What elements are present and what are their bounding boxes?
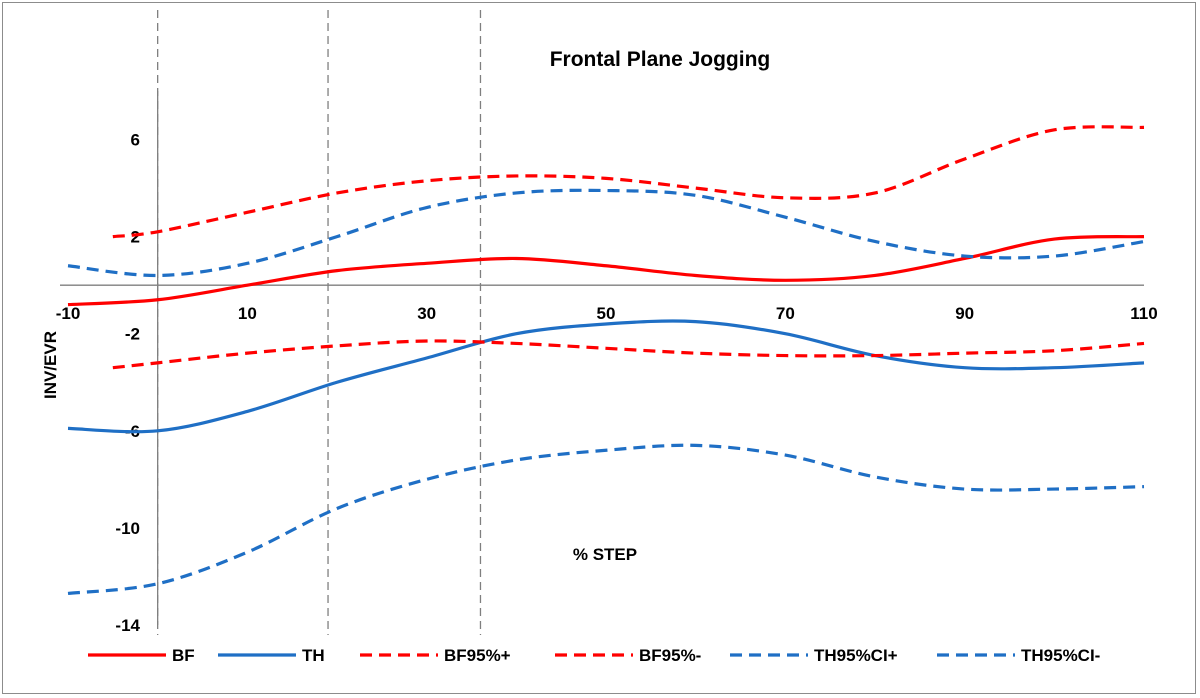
x-tick-label-4: 70 <box>776 304 795 323</box>
legend: BF TH BF95%+ BF95%- TH95%CI+ TH95%CI- <box>88 646 1100 665</box>
x-tick-label-2: 30 <box>417 304 436 323</box>
y-tick-label-1: 2 <box>131 228 140 247</box>
series-line-bf <box>67 235 1145 307</box>
legend-label-0: BF <box>172 646 195 665</box>
y-tick-label-2: -2 <box>125 325 140 344</box>
y-tick-label-5: -14 <box>115 616 140 635</box>
series-line-bf95- <box>112 125 1145 239</box>
series-line-bf95- <box>112 339 1145 370</box>
x-tick-label-5: 90 <box>955 304 974 323</box>
legend-label-1: TH <box>302 646 325 665</box>
x-axis-label: % STEP <box>573 545 637 564</box>
series-line-th95-ci- <box>67 188 1145 278</box>
x-tick-label-0: -10 <box>56 304 81 323</box>
y-tick-label-0: 6 <box>131 131 140 150</box>
legend-label-3: BF95%- <box>639 646 701 665</box>
legend-label-2: BF95%+ <box>444 646 511 665</box>
y-axis-label: INV/EVR <box>41 331 60 399</box>
x-tick-label-6: 110 <box>1130 304 1157 323</box>
y-tick-label-4: -10 <box>115 519 140 538</box>
chart-title: Frontal Plane Jogging <box>550 48 771 71</box>
series-line-th <box>67 319 1145 434</box>
legend-label-4: TH95%CI+ <box>814 646 898 665</box>
x-tick-label-3: 50 <box>597 304 616 323</box>
x-tick-label-1: 10 <box>238 304 257 323</box>
series-line-th95-ci- <box>67 443 1145 596</box>
legend-label-5: TH95%CI- <box>1021 646 1100 665</box>
series-lines <box>67 125 1145 596</box>
